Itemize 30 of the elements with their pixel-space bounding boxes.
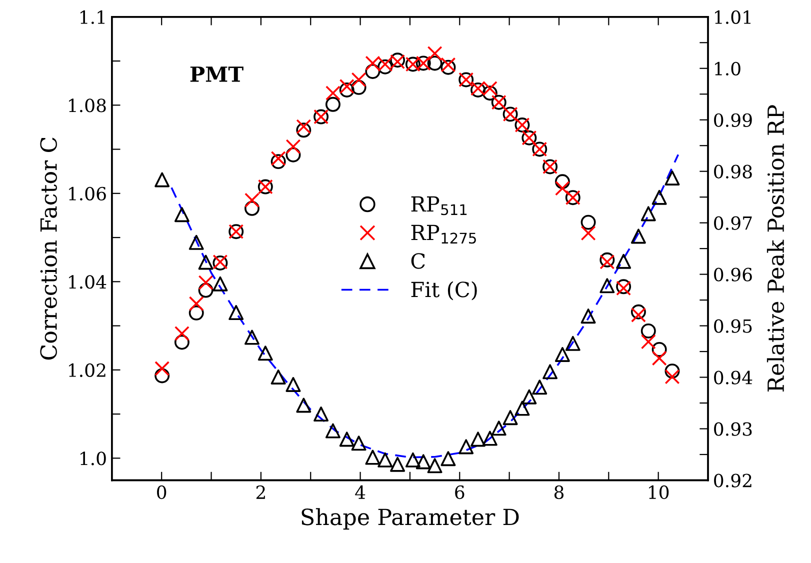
y2-tick-label: 0.95 (714, 319, 752, 333)
y2-tick-label: 0.92 (714, 474, 752, 488)
y2-tick-label: 1.0 (715, 62, 740, 76)
y2-tick-label: 0.97 (714, 216, 752, 230)
y2-axis-title: Relative Peak Position RP (766, 105, 784, 392)
y2-tick-label: 0.93 (714, 422, 752, 436)
legend-label: RP$_{1275}$ (411, 224, 476, 244)
y2-tick-label: 0.94 (714, 370, 752, 384)
y-tick-label: 1.0 (80, 452, 106, 466)
x-tick-label: 6 (455, 485, 464, 500)
annotation: PMT (190, 66, 244, 82)
y2-tick-label: 0.98 (714, 164, 752, 178)
x-tick-label: 8 (554, 485, 564, 500)
y-tick-label: 1.06 (69, 186, 106, 201)
legend-label: C (411, 253, 425, 269)
x-tick-label: 4 (355, 485, 366, 499)
x-axis-title: Shape Parameter D (302, 508, 519, 530)
legend-label: Fit (C) (411, 281, 477, 300)
legend-label: RP$_{511}$ (411, 196, 467, 216)
y-tick-label: 1.1 (80, 10, 104, 24)
y2-tick-label: 0.96 (714, 268, 752, 282)
y-tick-label: 1.04 (69, 275, 106, 289)
y-tick-label: 1.02 (69, 363, 106, 378)
y2-tick-label: 0.99 (714, 113, 752, 127)
x-tick-label: 2 (256, 485, 265, 499)
y-axis-title: Correction Factor C (40, 138, 57, 360)
y-tick-label: 1.08 (69, 98, 106, 112)
x-tick-label: 0 (157, 485, 166, 500)
y2-tick-label: 1.01 (715, 10, 750, 24)
x-tick-label: 10 (649, 485, 669, 500)
